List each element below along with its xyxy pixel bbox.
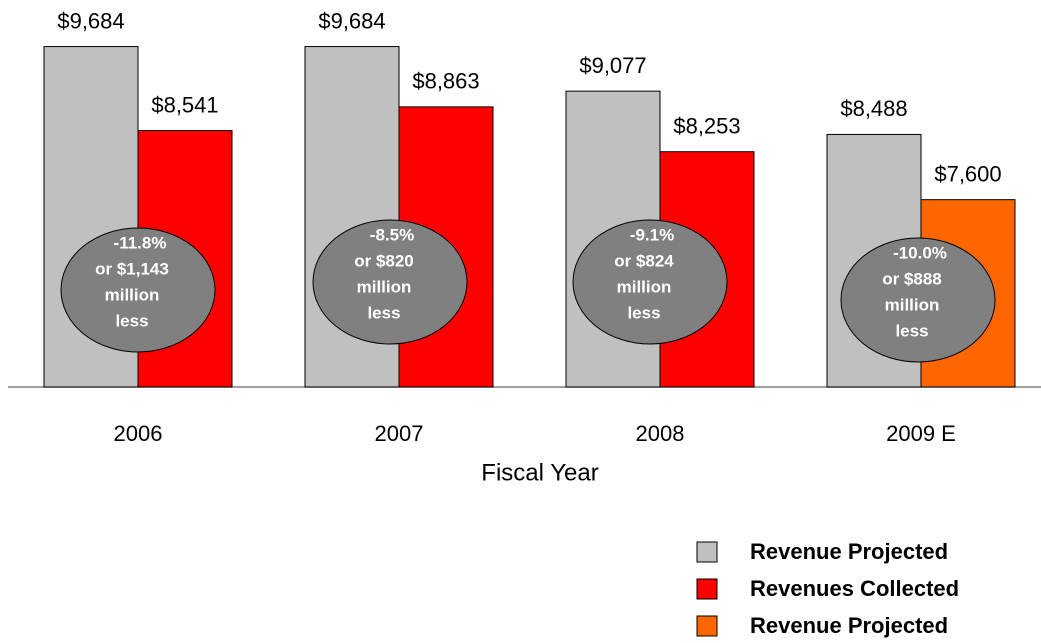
annotation-text: million: [617, 277, 672, 296]
annotation-bubble: [312, 219, 468, 345]
data-label: $8,863: [412, 69, 479, 94]
legend-label: Revenues Collected: [750, 576, 959, 601]
data-label: $9,077: [579, 53, 646, 78]
annotation-bubble: [840, 237, 996, 363]
legend-swatch: [696, 615, 718, 637]
data-label: $8,253: [673, 114, 740, 139]
annotation-text: less: [115, 311, 148, 330]
data-label: $9,684: [318, 8, 385, 33]
annotation-bubble: [572, 219, 728, 345]
annotation-text: -10.0%: [893, 243, 947, 262]
annotation-text: -11.8%: [114, 233, 167, 252]
annotation-text: million: [105, 285, 160, 304]
data-label: $8,488: [840, 96, 907, 121]
annotation-text: or $888: [882, 269, 942, 288]
x-tick-label: 2006: [114, 421, 163, 446]
annotation-bubble: [60, 227, 216, 353]
legend-swatch: [696, 541, 718, 563]
annotation-text: or $820: [354, 251, 414, 270]
legend-label: Revenue Projected: [750, 539, 948, 564]
annotation-text: -8.5%: [370, 225, 414, 244]
x-tick-label: 2007: [375, 421, 424, 446]
annotation-text: less: [627, 303, 660, 322]
annotation-text: or $824: [614, 251, 674, 270]
x-axis-label: Fiscal Year: [481, 459, 598, 486]
annotation-text: less: [895, 321, 928, 340]
annotation-text: million: [885, 295, 940, 314]
annotation-text: -9.1%: [630, 225, 674, 244]
data-label: $7,600: [934, 161, 1001, 186]
data-label: $8,541: [151, 92, 218, 117]
annotation-text: million: [357, 277, 412, 296]
legend-label: Revenue Projected: [750, 613, 948, 638]
x-tick-label: 2009 E: [886, 421, 956, 446]
annotation-text: or $1,143: [95, 259, 169, 278]
x-tick-label: 2008: [636, 421, 685, 446]
legend-swatch: [696, 578, 718, 600]
annotation-text: less: [367, 303, 400, 322]
data-label: $9,684: [57, 8, 124, 33]
